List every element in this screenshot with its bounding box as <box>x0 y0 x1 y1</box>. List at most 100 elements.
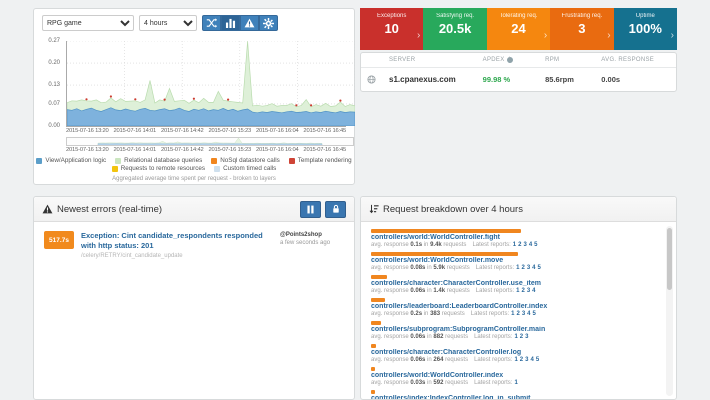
breakdown-action-link[interactable]: controllers/subprogram:SubprogramControl… <box>371 326 546 333</box>
x-axis-labels: 2015-07-16 13:20 2015-07-16 14:01 2015-07-… <box>66 128 346 134</box>
newest-errors-panel: Newest errors (real-time) 517.7s Excepti… <box>33 196 355 400</box>
info-icon[interactable]: i <box>506 57 513 63</box>
tile-value: 3 <box>578 21 586 36</box>
breakdown-bar <box>371 298 386 302</box>
report-link[interactable]: 5 <box>535 357 540 363</box>
chart-navigator[interactable] <box>66 137 354 146</box>
time-range-select[interactable]: 4 hours <box>139 15 197 31</box>
breakdown-meta: avg. response 0.06s in 264 requests Lates… <box>371 357 540 363</box>
scrollbar-track[interactable] <box>666 226 673 396</box>
pause-icon <box>307 205 314 213</box>
report-link[interactable]: 3 <box>521 311 526 317</box>
pause-button[interactable] <box>300 200 321 218</box>
x-tick-label: 2015-07-16 16:45 <box>303 128 346 134</box>
server-row[interactable]: s1.cpanexus.com 99.98 % 85.6rpm 0.00s <box>361 68 676 91</box>
legend-row: View/Application logic Relational databas… <box>36 157 352 164</box>
legend-swatch <box>111 165 118 172</box>
x-tick-label: 2015-07-16 14:01 <box>113 147 157 153</box>
bar-chart-button[interactable] <box>221 15 240 31</box>
report-link[interactable]: 3 <box>525 357 529 363</box>
report-link[interactable]: 1 <box>512 242 517 248</box>
report-link[interactable]: 3 <box>526 288 531 294</box>
report-link[interactable]: 4 <box>532 265 536 271</box>
col-avg-response: AVG. RESPONSE <box>601 57 655 63</box>
breakdown-action-link[interactable]: controllers/character:CharacterControlle… <box>371 349 522 356</box>
breakdown-action-link[interactable]: controllers/leaderboard:LeaderboardContr… <box>371 303 548 310</box>
report-link[interactable]: 5 <box>537 265 541 271</box>
report-link[interactable]: 5 <box>534 242 538 248</box>
y-tick-label: 0.00 <box>48 123 60 129</box>
report-link[interactable]: 1 <box>514 380 518 386</box>
legend-item: View/Application logic <box>36 157 106 164</box>
tile-label: Frustrating req. <box>561 13 603 19</box>
status-tile-uptime[interactable]: Uptime 100% › <box>613 8 677 50</box>
breakdown-meta: avg. response 0.03s in 592 requests Lates… <box>371 380 518 386</box>
error-path: /celery/RETRY/cint_candidate_update <box>81 252 183 259</box>
chart-controls: RPG game 4 hours <box>42 15 346 31</box>
x-tick-label: 2015-07-16 13:20 <box>66 128 109 134</box>
x-tick-label: 2015-07-16 16:04 <box>255 147 299 153</box>
x-tick-label: 2015-07-16 14:42 <box>160 147 204 153</box>
breakdown-item: controllers/index:IndexController.log_in… <box>371 390 660 400</box>
breakdown-action-link[interactable]: controllers/character:CharacterControlle… <box>371 280 542 287</box>
alerts-button[interactable] <box>240 15 259 31</box>
report-link[interactable]: 2 <box>519 357 524 363</box>
latest-reports-label: Latest reports: <box>475 265 515 271</box>
error-meta: @Points2shop a few seconds ago <box>280 231 344 259</box>
report-link[interactable]: 1 <box>514 357 518 363</box>
breakdown-action-link[interactable]: controllers/world:WorldController.move <box>371 257 504 264</box>
report-link[interactable]: 2 <box>521 288 525 294</box>
breakdown-action-link[interactable]: controllers/world:WorldController.fight <box>371 234 500 241</box>
y-axis-labels: 0.27 0.20 0.13 0.07 0.00 <box>41 38 63 129</box>
breakdown-action-link[interactable]: controllers/world:WorldController.index <box>371 372 504 379</box>
status-tile-frustrating-req-[interactable]: Frustrating req. 3 › <box>550 8 614 50</box>
report-link[interactable]: 1 <box>516 265 520 271</box>
status-tile-satisfying-req-[interactable]: Satisfying req. 20.5k <box>423 8 487 50</box>
status-tile-tolerating-req-[interactable]: Tolerating req. 24 › <box>486 8 551 50</box>
col-rpm: RPM <box>545 57 560 63</box>
server-table-header: SERVER APDEX i RPM AVG. RESPONSE <box>361 53 676 68</box>
breakdown-list: controllers/world:WorldController.fight a… <box>361 222 676 400</box>
shuffle-button[interactable] <box>202 15 221 31</box>
breakdown-meta: avg. response 0.08s in 5.9k requests Late… <box>371 265 541 271</box>
lock-button[interactable] <box>325 200 346 218</box>
status-tile-exceptions[interactable]: Exceptions 10 › <box>360 8 424 50</box>
report-link[interactable]: 3 <box>526 265 531 271</box>
settings-button[interactable] <box>259 15 278 31</box>
report-link[interactable]: 3 <box>523 242 527 248</box>
error-timestamp: a few seconds ago <box>280 240 331 246</box>
report-link[interactable]: 1 <box>514 334 518 340</box>
sort-icon <box>369 204 379 214</box>
report-link[interactable]: 5 <box>532 311 536 317</box>
legend-label: Relational database queries <box>124 157 203 164</box>
report-link[interactable]: 2 <box>516 311 520 317</box>
error-title-link[interactable]: Exception: Cint candidate_respondents re… <box>81 231 263 250</box>
report-link[interactable]: 4 <box>532 288 536 294</box>
breakdown-meta: avg. response 0.2s in 383 requests Latest… <box>371 311 536 317</box>
report-link[interactable]: 1 <box>516 288 520 294</box>
latest-reports-label: Latest reports: <box>474 380 513 386</box>
report-link[interactable]: 4 <box>527 311 531 317</box>
error-account: @Points2shop <box>280 232 322 238</box>
report-link[interactable]: 4 <box>528 242 533 248</box>
server-icon <box>367 75 389 84</box>
report-link[interactable]: 3 <box>525 334 529 340</box>
report-link[interactable]: 4 <box>530 357 534 363</box>
server-name[interactable]: s1.cpanexus.com <box>389 75 456 84</box>
shuffle-icon <box>206 18 217 28</box>
report-link[interactable]: 2 <box>521 265 525 271</box>
app-select[interactable]: RPG game <box>42 15 134 31</box>
report-link[interactable]: 2 <box>519 334 524 340</box>
report-link[interactable]: 1 <box>511 311 515 317</box>
breakdown-item: controllers/subprogram:SubprogramControl… <box>371 321 660 341</box>
scrollbar-thumb[interactable] <box>667 228 672 290</box>
legend-item: Requests to remote resources <box>111 165 206 172</box>
legend-label: Custom timed calls <box>223 165 277 172</box>
breakdown-action-link[interactable]: controllers/index:IndexController.log_in… <box>371 395 531 400</box>
legend-item: NoSql datastore calls <box>211 157 280 164</box>
breakdown-item: controllers/leaderboard:LeaderboardContr… <box>371 298 660 318</box>
server-table: SERVER APDEX i RPM AVG. RESPONSE s1.cpane… <box>360 52 677 92</box>
legend-label: Requests to remote resources <box>120 165 206 172</box>
report-link[interactable]: 2 <box>518 242 522 248</box>
legend-swatch <box>36 157 43 164</box>
